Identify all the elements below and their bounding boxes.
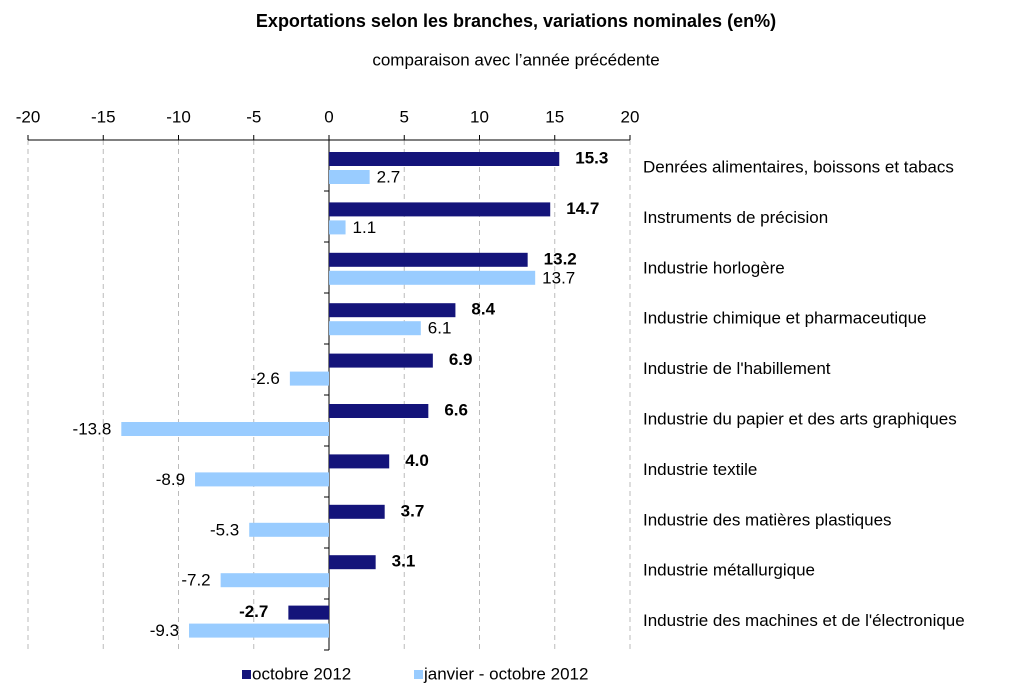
data-label: 6.1 xyxy=(428,319,452,338)
data-label: 13.7 xyxy=(542,268,575,287)
bar xyxy=(329,303,456,318)
bar xyxy=(121,422,329,436)
data-label: -7.2 xyxy=(181,571,210,590)
data-label: 6.9 xyxy=(449,350,473,369)
bar xyxy=(329,220,346,235)
legend-label: octobre 2012 xyxy=(252,664,351,683)
data-label: -2.6 xyxy=(251,369,280,388)
chart-title: Exportations selon les branches, variati… xyxy=(256,11,776,31)
data-label: 3.1 xyxy=(392,552,416,571)
category-label: Industrie métallurgique xyxy=(643,561,815,580)
bar xyxy=(195,472,329,487)
bar xyxy=(329,321,421,336)
category-label: Industrie textile xyxy=(643,460,757,479)
category-label: Instruments de précision xyxy=(643,208,828,227)
bar xyxy=(289,371,329,386)
x-tick-label: -10 xyxy=(166,107,191,126)
data-label: 13.2 xyxy=(544,249,577,268)
bar xyxy=(329,404,429,418)
bar xyxy=(249,522,329,537)
bar xyxy=(329,454,390,469)
bar xyxy=(329,252,528,267)
x-tick-label: -20 xyxy=(16,107,41,126)
data-label: 3.7 xyxy=(401,501,425,520)
bar xyxy=(329,555,376,570)
x-tick-label: -15 xyxy=(91,107,116,126)
x-tick-label: 10 xyxy=(470,107,489,126)
category-label: Industrie de l'habillement xyxy=(643,359,831,378)
category-label: Industrie du papier et des arts graphiqu… xyxy=(643,409,957,428)
data-label: -8.9 xyxy=(156,470,185,489)
bar xyxy=(329,202,551,217)
bar xyxy=(329,504,385,519)
x-tick-label: 15 xyxy=(545,107,564,126)
data-label: 2.7 xyxy=(377,167,401,186)
category-label: Industrie des matières plastiques xyxy=(643,510,892,529)
legend-label: janvier - octobre 2012 xyxy=(423,664,588,683)
data-label: -5.3 xyxy=(210,520,239,539)
bar xyxy=(329,152,560,166)
data-label: 14.7 xyxy=(566,199,599,218)
data-label: 15.3 xyxy=(575,148,608,167)
bar xyxy=(189,623,329,638)
category-label: Industrie horlogère xyxy=(643,258,785,277)
legend-swatch xyxy=(414,670,423,679)
bar xyxy=(329,270,536,285)
data-label: 6.6 xyxy=(444,400,468,419)
data-label: -9.3 xyxy=(150,621,179,640)
data-label: -13.8 xyxy=(73,419,112,438)
bar xyxy=(329,353,433,368)
bar xyxy=(329,170,370,184)
data-label: 4.0 xyxy=(405,451,429,470)
x-tick-label: -5 xyxy=(246,107,261,126)
data-label: 1.1 xyxy=(353,218,377,237)
chart-subtitle: comparaison avec l’année précédente xyxy=(372,50,659,69)
x-tick-label: 5 xyxy=(400,107,409,126)
x-tick-label: 0 xyxy=(324,107,333,126)
category-label: Industrie des machines et de l'électroni… xyxy=(643,611,965,630)
category-label: Industrie chimique et pharmaceutique xyxy=(643,309,927,328)
bar xyxy=(288,605,329,620)
legend-swatch xyxy=(242,670,251,679)
category-label: Denrées alimentaires, boissons et tabacs xyxy=(643,157,954,176)
bar xyxy=(220,573,329,588)
x-tick-label: 20 xyxy=(621,107,640,126)
data-label: 8.4 xyxy=(471,300,495,319)
data-label: -2.7 xyxy=(239,602,268,621)
